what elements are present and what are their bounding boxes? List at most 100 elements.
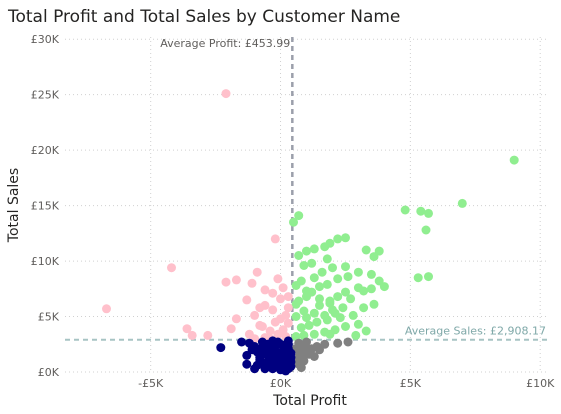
data-point[interactable] (341, 322, 350, 331)
data-point[interactable] (328, 263, 337, 273)
data-point[interactable] (263, 357, 272, 367)
data-point[interactable] (343, 272, 353, 282)
data-point[interactable] (330, 308, 340, 318)
data-point[interactable] (315, 300, 324, 310)
data-point[interactable] (270, 234, 280, 244)
data-point[interactable] (291, 299, 301, 309)
data-point[interactable] (268, 336, 278, 346)
data-point[interactable] (509, 155, 519, 165)
data-point[interactable] (359, 303, 369, 313)
data-point[interactable] (416, 206, 426, 216)
data-point[interactable] (294, 338, 304, 348)
data-point[interactable] (302, 246, 311, 256)
data-point[interactable] (424, 208, 433, 218)
data-point[interactable] (366, 269, 376, 279)
data-point[interactable] (309, 244, 319, 254)
data-point[interactable] (421, 225, 431, 235)
data-point[interactable] (221, 277, 231, 287)
data-point[interactable] (294, 251, 304, 260)
data-point[interactable] (291, 281, 301, 290)
data-point[interactable] (343, 337, 353, 347)
data-point[interactable] (307, 258, 317, 268)
data-point[interactable] (302, 292, 311, 302)
data-point[interactable] (366, 284, 376, 294)
data-point[interactable] (353, 319, 363, 329)
data-point[interactable] (315, 282, 324, 292)
data-point[interactable] (379, 282, 389, 292)
data-point[interactable] (283, 292, 293, 302)
data-point[interactable] (320, 242, 330, 252)
data-point[interactable] (257, 343, 267, 353)
data-point[interactable] (302, 337, 311, 347)
data-point[interactable] (242, 359, 252, 369)
data-point[interactable] (237, 337, 247, 347)
data-point[interactable] (325, 298, 335, 308)
data-point[interactable] (226, 324, 236, 334)
data-point[interactable] (353, 267, 363, 277)
data-point[interactable] (338, 303, 348, 313)
data-point[interactable] (278, 283, 288, 293)
data-point[interactable] (273, 274, 283, 284)
data-point[interactable] (341, 233, 350, 243)
data-point[interactable] (317, 267, 327, 277)
data-point[interactable] (278, 325, 288, 335)
data-point[interactable] (221, 89, 231, 99)
data-point[interactable] (361, 326, 371, 336)
data-point[interactable] (325, 329, 335, 339)
data-point[interactable] (270, 317, 280, 327)
data-point[interactable] (187, 330, 197, 340)
data-point[interactable] (304, 320, 314, 330)
data-point[interactable] (242, 295, 252, 305)
data-point[interactable] (283, 339, 293, 349)
data-point[interactable] (369, 252, 379, 262)
data-point[interactable] (322, 279, 332, 289)
data-point[interactable] (291, 312, 301, 321)
data-point[interactable] (341, 287, 350, 297)
data-point[interactable] (457, 198, 467, 208)
data-point[interactable] (309, 273, 319, 283)
data-point[interactable] (424, 272, 433, 282)
data-point[interactable] (268, 288, 278, 298)
data-point[interactable] (346, 294, 356, 304)
data-point[interactable] (167, 263, 176, 273)
data-point[interactable] (203, 330, 213, 340)
data-point[interactable] (315, 345, 324, 355)
data-point[interactable] (320, 310, 330, 320)
data-point[interactable] (255, 303, 265, 313)
data-point[interactable] (294, 211, 304, 221)
data-point[interactable] (265, 326, 275, 336)
data-point[interactable] (268, 349, 278, 359)
data-point[interactable] (361, 245, 371, 255)
data-point[interactable] (299, 261, 309, 270)
data-point[interactable] (296, 353, 306, 363)
data-point[interactable] (333, 234, 343, 244)
data-point[interactable] (182, 324, 192, 334)
data-point[interactable] (304, 349, 314, 359)
data-point[interactable] (322, 254, 332, 264)
data-point[interactable] (102, 304, 111, 314)
data-point[interactable] (309, 329, 319, 339)
data-point[interactable] (296, 323, 306, 333)
data-point[interactable] (231, 275, 241, 285)
data-point[interactable] (255, 355, 265, 365)
data-point[interactable] (268, 305, 278, 315)
data-point[interactable] (369, 299, 379, 309)
data-point[interactable] (286, 348, 296, 358)
data-point[interactable] (309, 308, 319, 318)
data-point[interactable] (289, 217, 298, 227)
data-point[interactable] (281, 357, 291, 367)
data-point[interactable] (231, 314, 241, 324)
data-point[interactable] (315, 294, 324, 304)
data-point[interactable] (333, 274, 343, 284)
data-point[interactable] (244, 338, 254, 348)
data-point[interactable] (276, 294, 285, 304)
data-point[interactable] (252, 267, 262, 277)
data-point[interactable] (341, 262, 350, 272)
data-point[interactable] (333, 292, 343, 302)
data-point[interactable] (359, 286, 369, 296)
data-point[interactable] (216, 343, 226, 353)
data-point[interactable] (302, 313, 311, 323)
data-point[interactable] (276, 339, 285, 349)
data-point[interactable] (255, 320, 265, 330)
data-point[interactable] (312, 317, 322, 327)
